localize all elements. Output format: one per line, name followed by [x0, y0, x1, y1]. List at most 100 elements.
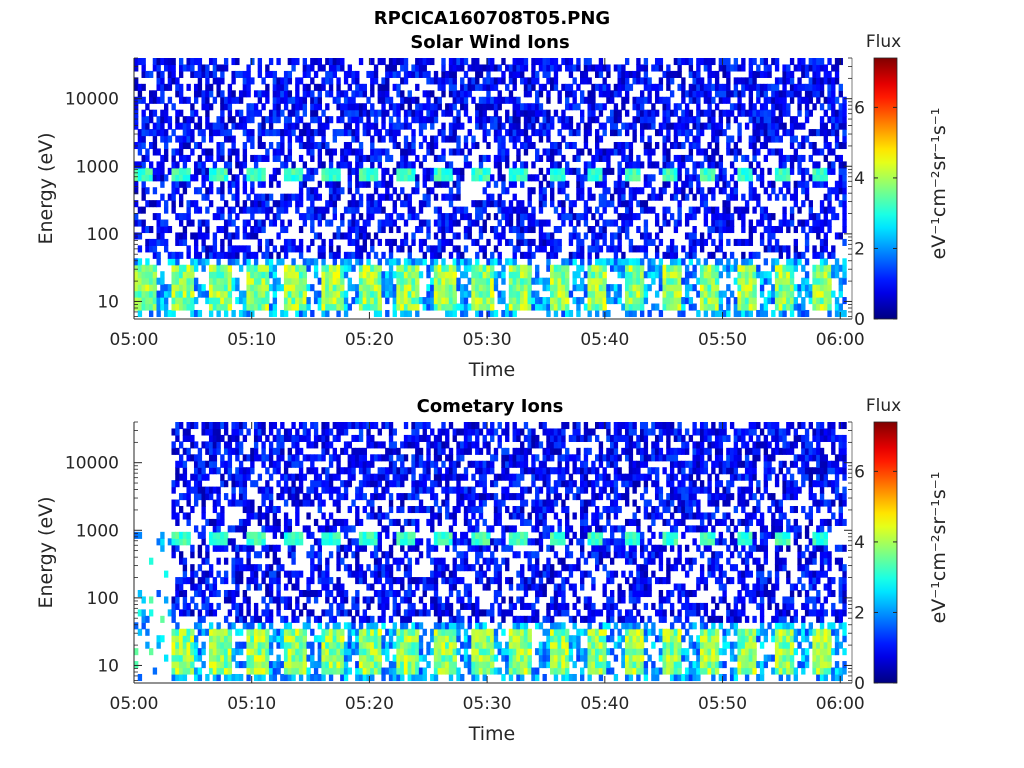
heatmap-cell	[171, 609, 176, 617]
heatmap-cell	[624, 297, 630, 305]
heatmap-cell	[490, 58, 495, 66]
heatmap-cell	[497, 167, 502, 175]
heatmap-cell	[842, 122, 847, 130]
heatmap-cell	[831, 213, 836, 221]
heatmap-cell	[351, 219, 356, 227]
heatmap-cell	[268, 264, 274, 272]
heatmap-cell	[673, 264, 679, 272]
heatmap-cell	[467, 90, 472, 98]
heatmap-cell	[471, 264, 476, 272]
heatmap-cell	[778, 154, 783, 162]
heatmap-cell	[268, 180, 274, 188]
heatmap-cell	[639, 109, 645, 117]
heatmap-cell	[452, 309, 457, 318]
heatmap-cell	[523, 103, 529, 111]
heatmap-cell	[186, 428, 191, 436]
heatmap-cell	[782, 96, 787, 104]
heatmap-cell	[576, 193, 581, 201]
heatmap-cell	[426, 297, 431, 305]
heatmap-cell	[669, 193, 675, 201]
heatmap-cell	[295, 135, 300, 143]
heatmap-cell	[516, 245, 521, 253]
heatmap-cell	[550, 77, 555, 85]
heatmap-cell	[557, 245, 562, 253]
heatmap-cell	[445, 167, 450, 175]
heatmap-cell	[505, 154, 510, 162]
heatmap-cell	[748, 232, 754, 240]
heatmap-cell	[163, 174, 169, 182]
heatmap-cell	[205, 245, 210, 253]
heatmap-cell	[786, 64, 791, 72]
heatmap-cell	[411, 148, 416, 156]
heatmap-cell	[445, 103, 450, 111]
heatmap-cell	[175, 673, 180, 682]
heatmap-cell	[722, 251, 727, 259]
heatmap-cell	[141, 264, 146, 272]
heatmap-cell	[493, 284, 499, 292]
heatmap-cell	[703, 206, 709, 214]
heatmap-cell	[268, 129, 274, 137]
heatmap-cell	[666, 83, 671, 91]
heatmap-cell	[535, 271, 540, 279]
heatmap-cell	[580, 187, 585, 195]
heatmap-cell	[621, 122, 626, 130]
heatmap-cell	[141, 297, 146, 305]
heatmap-cell	[430, 135, 435, 143]
heatmap-cell	[400, 96, 405, 104]
heatmap-cell	[193, 635, 199, 643]
heatmap-cell	[381, 148, 386, 156]
heatmap-cell	[265, 251, 270, 259]
heatmap-cell	[598, 83, 604, 91]
heatmap-cell	[460, 309, 465, 318]
heatmap-cell	[804, 277, 810, 285]
heatmap-cell	[212, 284, 218, 292]
heatmap-cell	[778, 116, 783, 124]
heatmap-cell	[819, 238, 825, 246]
heatmap-cell	[265, 290, 270, 298]
heatmap-cell	[175, 135, 180, 143]
heatmap-cell	[460, 303, 465, 311]
heatmap-cell	[816, 148, 821, 156]
heatmap-cell	[272, 277, 278, 285]
heatmap-cell	[370, 213, 375, 221]
heatmap-cell	[542, 232, 547, 240]
heatmap-cell	[298, 271, 304, 279]
heatmap-cell	[283, 251, 289, 259]
heatmap-cell	[175, 122, 180, 130]
heatmap-cell	[433, 109, 439, 117]
heatmap-cell	[313, 193, 319, 201]
heatmap-cell	[231, 141, 236, 150]
heatmap-cell	[156, 225, 161, 234]
heatmap-cell	[490, 284, 495, 292]
heatmap-cell	[553, 284, 559, 292]
heatmap-cell	[403, 70, 409, 78]
heatmap-cell	[677, 64, 682, 72]
heatmap-cell	[831, 103, 836, 111]
heatmap-cell	[141, 193, 146, 201]
heatmap-cell	[677, 122, 682, 130]
heatmap-cell	[606, 187, 611, 195]
heatmap-cell	[347, 116, 352, 124]
heatmap-cell	[819, 297, 825, 305]
heatmap-cell	[242, 206, 248, 214]
heatmap-cell	[801, 297, 806, 305]
heatmap-cell	[175, 167, 180, 175]
heatmap-cell	[804, 219, 810, 227]
heatmap-cell	[452, 284, 457, 292]
heatmap-cell	[550, 290, 555, 298]
heatmap-cell	[553, 309, 559, 318]
heatmap-cell	[726, 238, 731, 246]
heatmap-cell	[280, 141, 285, 150]
heatmap-cell	[235, 251, 240, 259]
heatmap-cell	[486, 141, 491, 150]
heatmap-cell	[445, 303, 450, 311]
heatmap-cell	[340, 161, 345, 169]
heatmap-cell	[197, 161, 203, 169]
heatmap-cell	[711, 129, 716, 137]
heatmap-cell	[242, 187, 248, 195]
heatmap-cell	[186, 167, 191, 175]
heatmap-cell	[628, 70, 634, 78]
heatmap-cell	[756, 64, 761, 72]
heatmap-cell	[201, 596, 206, 604]
heatmap-cell	[804, 245, 810, 253]
